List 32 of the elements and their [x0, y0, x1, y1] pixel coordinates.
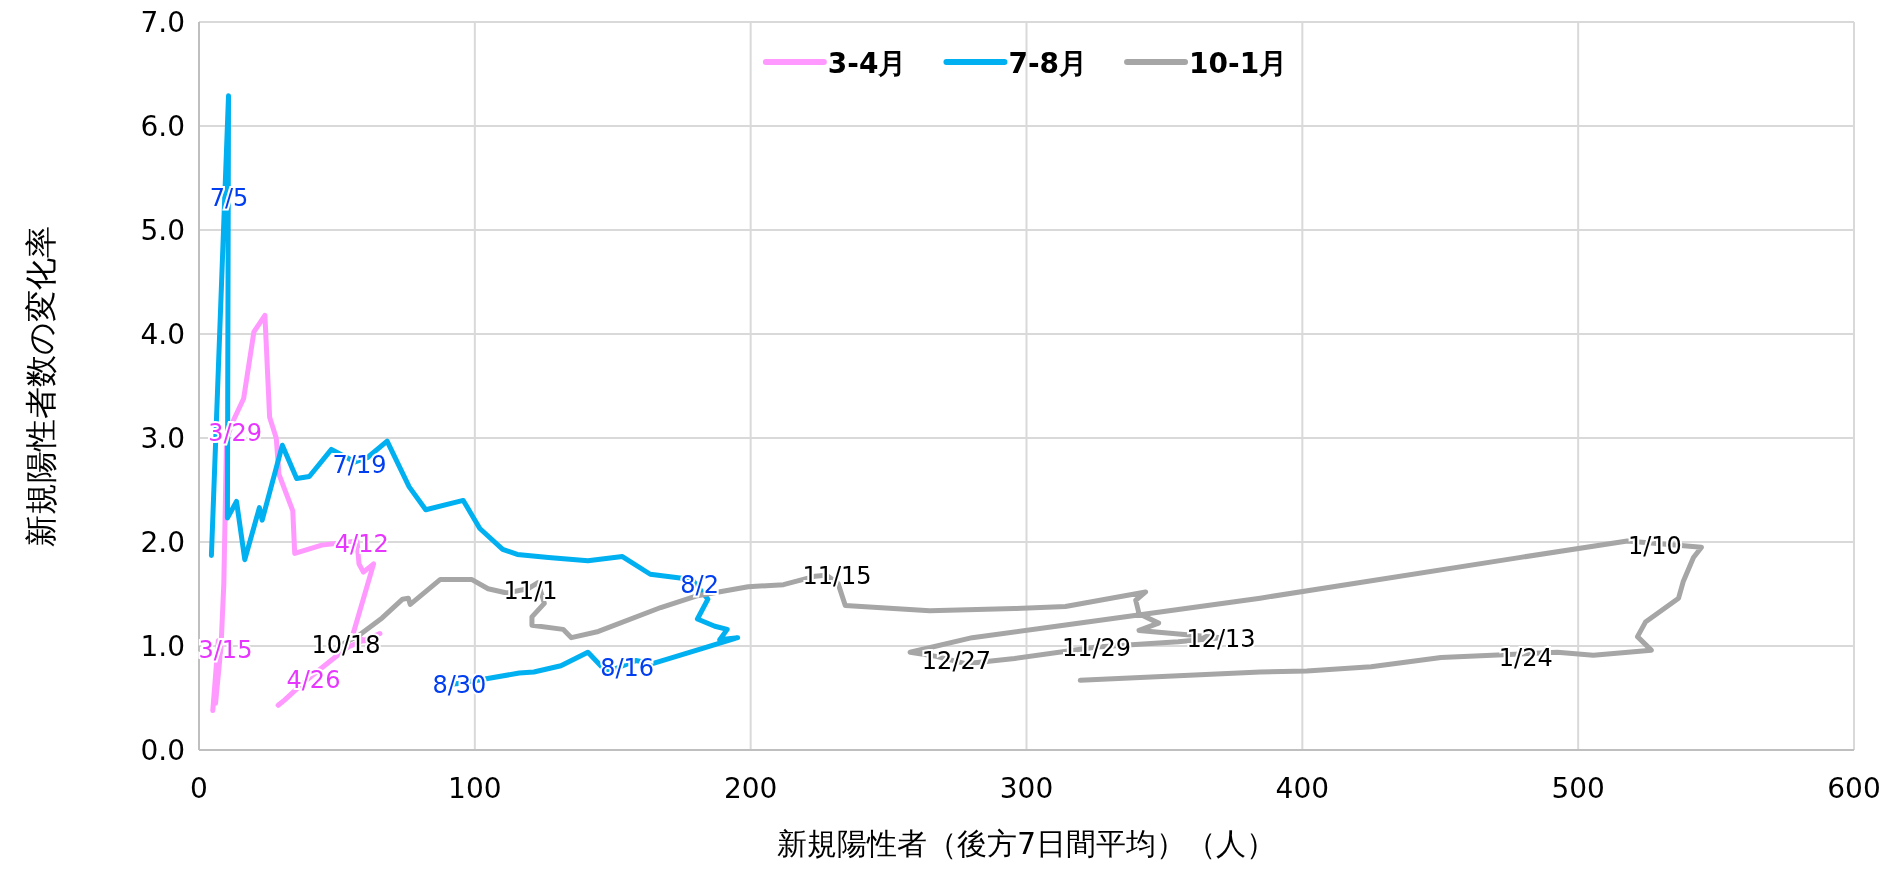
annotation: 10/18 — [311, 630, 381, 659]
x-tick-label: 100 — [448, 772, 502, 805]
x-tick-label: 400 — [1275, 772, 1330, 805]
x-tick-label: 0 — [190, 772, 208, 805]
legend-label: 10-1月 — [1189, 47, 1288, 80]
annotation: 1/10 — [1627, 532, 1682, 561]
annotation: 12/13 — [1186, 624, 1256, 653]
annotation: 1/24 — [1498, 644, 1553, 673]
x-tick-label: 300 — [999, 772, 1054, 805]
y-tick-label: 4.0 — [140, 318, 185, 351]
annotation: 12/27 — [921, 646, 992, 675]
y-axis-title: 新規陽性者数の変化率 — [22, 225, 60, 547]
y-tick-label: 3.0 — [140, 422, 185, 455]
annotation: 7/19 — [332, 451, 387, 479]
x-tick-label: 600 — [1827, 772, 1881, 805]
x-tick-label: 200 — [723, 772, 778, 805]
y-tick-label: 5.0 — [140, 214, 185, 247]
x-axis-title: 新規陽性者（後方7日間平均）（人） — [776, 826, 1277, 861]
y-tick-label: 0.0 — [140, 734, 185, 767]
x-tick-label: 500 — [1551, 772, 1605, 805]
legend-label: 7-8月 — [1008, 47, 1088, 80]
annotation: 11/1 — [503, 576, 558, 605]
annotation: 4/26 — [286, 666, 341, 695]
legend-label: 3-4月 — [827, 47, 907, 80]
annotation: 4/12 — [334, 530, 389, 559]
annotation: 3/15 — [198, 636, 253, 665]
y-tick-label: 6.0 — [140, 110, 185, 143]
y-tick-label: 1.0 — [140, 630, 185, 663]
annotation: 11/29 — [1061, 634, 1132, 663]
y-tick-label: 2.0 — [140, 526, 185, 559]
y-tick-label: 7.0 — [140, 6, 185, 39]
annotation: 11/15 — [802, 562, 872, 591]
